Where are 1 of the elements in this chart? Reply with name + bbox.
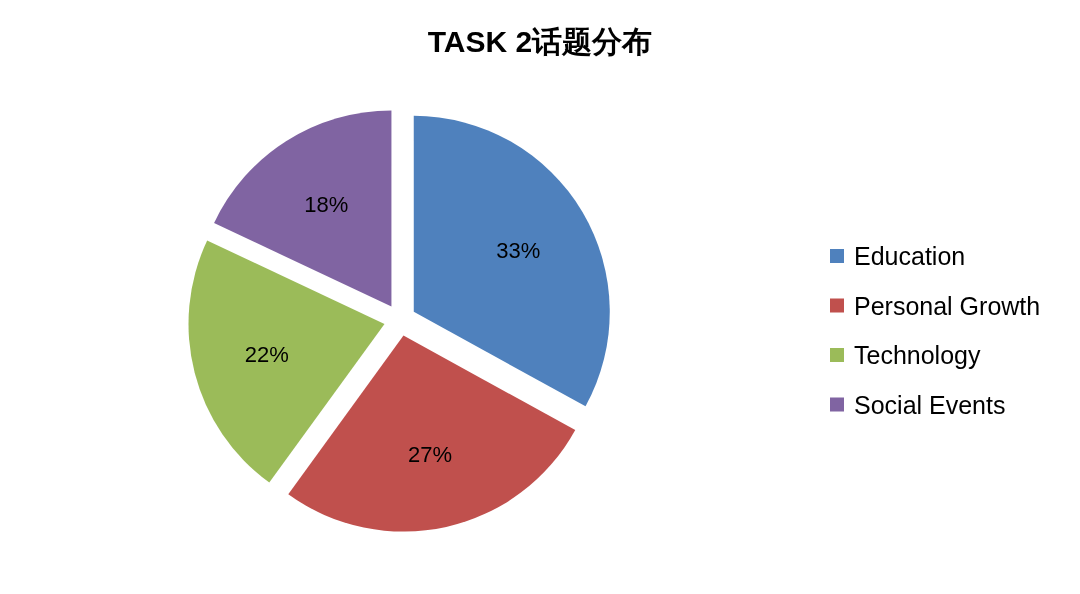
title: TASK 2话题分布 — [427, 25, 653, 58]
